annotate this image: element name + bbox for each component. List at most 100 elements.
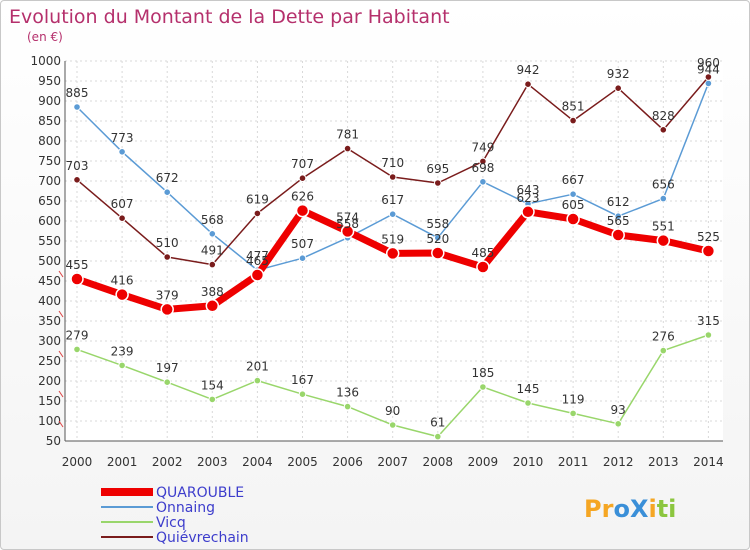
data-point bbox=[704, 331, 713, 339]
data-label: 574 bbox=[336, 210, 359, 224]
y-tick-label: 300 bbox=[38, 334, 61, 348]
y-tick-label: 700 bbox=[38, 174, 61, 188]
data-label: 698 bbox=[471, 161, 494, 175]
data-point bbox=[118, 361, 126, 370]
data-point bbox=[163, 188, 171, 196]
data-point bbox=[343, 402, 352, 411]
data-label: 551 bbox=[652, 220, 675, 234]
data-point bbox=[434, 432, 442, 441]
data-label: 136 bbox=[336, 386, 359, 400]
data-label: 525 bbox=[697, 230, 720, 244]
data-point bbox=[253, 376, 262, 385]
data-label: 695 bbox=[426, 162, 449, 176]
axis-break-mark bbox=[58, 390, 64, 398]
data-label: 279 bbox=[66, 328, 89, 342]
data-label: 197 bbox=[156, 361, 179, 375]
data-point bbox=[614, 420, 623, 428]
data-label: 605 bbox=[562, 198, 585, 212]
data-label: 773 bbox=[111, 131, 134, 145]
x-tick-label: 2006 bbox=[332, 455, 363, 469]
y-tick-label: 850 bbox=[38, 114, 61, 128]
y-tick-label: 800 bbox=[38, 134, 61, 148]
data-point bbox=[73, 176, 81, 184]
x-tick-label: 2013 bbox=[648, 455, 679, 469]
data-point bbox=[388, 173, 397, 181]
data-label: 612 bbox=[607, 195, 630, 209]
data-point bbox=[298, 174, 307, 182]
y-tick-label: 1000 bbox=[30, 54, 61, 68]
x-tick-label: 2009 bbox=[468, 455, 499, 469]
data-point bbox=[208, 230, 217, 238]
data-label: 519 bbox=[381, 232, 404, 246]
data-label: 672 bbox=[156, 171, 179, 185]
data-label: 617 bbox=[381, 193, 404, 207]
data-point bbox=[388, 210, 397, 218]
data-label: 90 bbox=[385, 404, 400, 418]
legend-label: Quiévrechain bbox=[156, 530, 249, 546]
axis-break-mark bbox=[58, 310, 64, 318]
data-point bbox=[479, 178, 487, 186]
data-label: 707 bbox=[291, 157, 314, 171]
data-label: 942 bbox=[517, 63, 540, 77]
data-label: 201 bbox=[246, 360, 269, 374]
data-point bbox=[115, 287, 129, 302]
data-label: 416 bbox=[111, 274, 134, 288]
data-label: 315 bbox=[697, 314, 720, 328]
data-label: 185 bbox=[471, 366, 494, 380]
data-point bbox=[431, 246, 445, 260]
y-tick-label: 900 bbox=[38, 94, 61, 108]
x-tick-label: 2007 bbox=[377, 455, 408, 469]
data-label: 828 bbox=[652, 109, 675, 123]
data-point bbox=[659, 194, 668, 203]
y-tick-label: 100 bbox=[38, 414, 61, 428]
data-label: 558 bbox=[426, 217, 449, 231]
data-label: 167 bbox=[291, 373, 314, 387]
data-label: 558 bbox=[336, 217, 359, 231]
data-label: 239 bbox=[111, 344, 134, 358]
data-point bbox=[521, 205, 535, 219]
y-tick-label: 650 bbox=[38, 194, 61, 208]
data-label: 960 bbox=[697, 56, 720, 70]
data-label: 119 bbox=[562, 392, 585, 406]
data-point bbox=[385, 246, 400, 261]
data-point bbox=[298, 390, 307, 399]
y-tick-label: 550 bbox=[38, 234, 61, 248]
y-tick-label: 600 bbox=[38, 214, 61, 228]
y-tick-label: 950 bbox=[38, 74, 61, 88]
data-label: 643 bbox=[517, 183, 540, 197]
data-label: 667 bbox=[562, 173, 585, 187]
data-label: 276 bbox=[652, 330, 675, 344]
data-label: 619 bbox=[246, 192, 269, 206]
data-point bbox=[250, 268, 265, 282]
proxiti-logo: ProXiti bbox=[584, 495, 676, 523]
data-label: 851 bbox=[562, 100, 585, 114]
data-point bbox=[611, 228, 625, 242]
data-point bbox=[208, 260, 217, 269]
data-label: 565 bbox=[607, 214, 630, 228]
data-point bbox=[434, 179, 442, 187]
x-tick-label: 2002 bbox=[152, 455, 183, 469]
data-label: 455 bbox=[66, 258, 89, 272]
data-point bbox=[479, 383, 487, 391]
data-label: 623 bbox=[517, 191, 540, 205]
data-point bbox=[118, 148, 126, 156]
x-tick-label: 2008 bbox=[423, 455, 454, 469]
data-label: 93 bbox=[611, 403, 626, 417]
y-tick-label: 50 bbox=[46, 434, 61, 448]
data-label: 507 bbox=[291, 237, 314, 251]
data-point bbox=[163, 378, 171, 387]
data-point bbox=[701, 244, 716, 258]
x-tick-label: 2012 bbox=[603, 455, 634, 469]
axis-break-mark bbox=[58, 420, 64, 428]
data-point bbox=[656, 233, 671, 248]
x-tick-label: 2011 bbox=[558, 455, 589, 469]
y-tick-label: 450 bbox=[38, 274, 61, 288]
data-point bbox=[614, 84, 623, 92]
legend-label: Onnaing bbox=[156, 500, 215, 516]
data-label: 61 bbox=[430, 416, 445, 430]
data-point bbox=[340, 224, 355, 239]
data-point bbox=[704, 73, 713, 81]
y-tick-label: 500 bbox=[38, 254, 61, 268]
